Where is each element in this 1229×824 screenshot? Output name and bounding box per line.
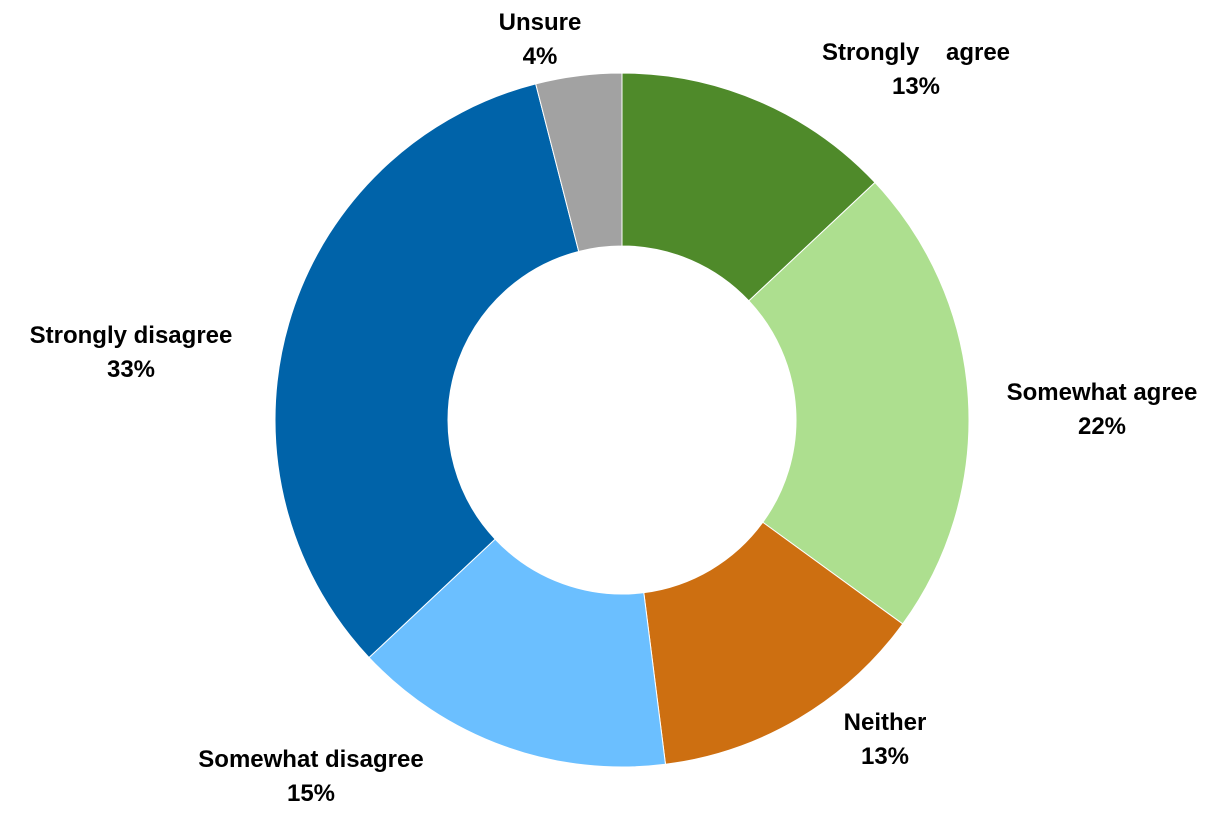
slice-strongly-agree [621,72,876,302]
data-label-strongly-agree: Strongly agree 13% [822,39,1010,100]
slice-category-label: Neither [844,709,927,736]
data-label-neither: Neither 13% [844,709,927,770]
slices-layer [274,72,970,768]
data-label-unsure: Unsure 4% [499,9,582,70]
labels-layer: Strongly agree 13% Somewhat agree 22% Neithe… [30,9,1198,807]
data-label-somewhat-agree: Somewhat agree 22% [1007,379,1198,440]
slice-category-label: Unsure [499,9,582,36]
slice-somewhat-agree [748,181,970,625]
slice-percent-label: 22% [1078,413,1126,440]
slice-neither [643,521,904,765]
slice-category-label: Somewhat disagree [198,746,423,773]
slice-percent-label: 4% [523,43,558,70]
slice-unsure [535,72,623,253]
slice-somewhat-disagree [368,538,667,768]
slice-percent-label: 13% [861,743,909,770]
slice-percent-label: 33% [107,356,155,383]
slice-category-label: Strongly agree [822,39,1010,66]
slice-category-label: Strongly disagree [30,322,233,349]
slice-percent-label: 13% [892,73,940,100]
slice-category-label: Somewhat agree [1007,379,1198,406]
slice-percent-label: 15% [287,780,335,807]
data-label-somewhat-disagree: Somewhat disagree 15% [198,746,423,807]
slice-strongly-disagree [274,83,580,659]
data-label-strongly-disagree: Strongly disagree 33% [30,322,233,383]
